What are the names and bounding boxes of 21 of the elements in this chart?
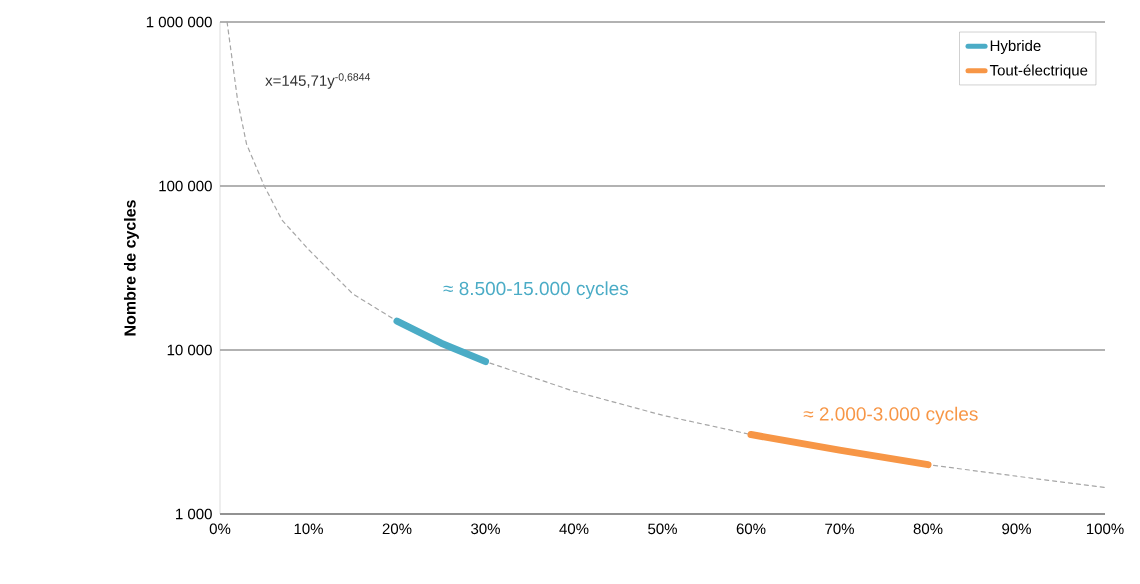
annotation: ≈ 2.000-3.000 cycles — [803, 406, 978, 425]
y-axis-title: Nombre de cycles — [123, 200, 139, 336]
x-tick-label: 20% — [382, 523, 412, 535]
y-tick-label: 100 000 — [159, 180, 212, 192]
x-tick-label: 0% — [209, 523, 231, 535]
x-tick-label: 90% — [1002, 523, 1031, 535]
annotation: ≈ 8.500-15.000 cycles — [443, 281, 629, 299]
legend-label: Hybride — [990, 40, 1041, 54]
x-tick-label: 10% — [294, 523, 323, 535]
x-tick-label: 40% — [559, 523, 589, 535]
x-tick-label: 70% — [825, 523, 854, 535]
annotation: x=145,71y$^{-0,6844}$ — [265, 73, 371, 89]
x-tick-label: 100% — [1086, 523, 1124, 535]
x-tick-label: 50% — [648, 523, 677, 535]
x-tick-label: 30% — [471, 523, 500, 535]
x-tick-label: 60% — [736, 523, 766, 535]
y-tick-label: 10 000 — [167, 344, 212, 356]
y-tick-label: 1 000 — [176, 508, 212, 520]
legend-label: Tout-électrique — [989, 64, 1088, 79]
x-tick-label: 80% — [913, 523, 943, 535]
y-tick-label: 1 000 000 — [146, 16, 212, 28]
